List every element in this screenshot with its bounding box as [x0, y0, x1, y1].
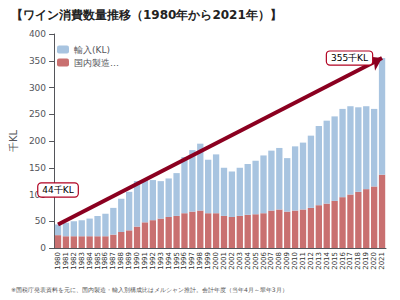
svg-text:2015: 2015: [331, 252, 339, 270]
svg-text:【ワイン消費数量推移（1980年から2021年）】: 【ワイン消費数量推移（1980年から2021年）】: [11, 8, 282, 22]
svg-text:300: 300: [29, 83, 46, 93]
svg-text:2011: 2011: [299, 252, 307, 270]
svg-text:44千KL: 44千KL: [42, 185, 73, 195]
svg-text:1986: 1986: [101, 251, 109, 269]
svg-text:2020: 2020: [370, 252, 378, 270]
svg-text:2016: 2016: [339, 251, 347, 269]
svg-text:※国税庁発表資料を元に、国内製造・輸入別構成比はメルシャン推: ※国税庁発表資料を元に、国内製造・輸入別構成比はメルシャン推計。会計年度（当年4…: [11, 286, 288, 294]
svg-text:輸入(KL): 輸入(KL): [74, 45, 110, 55]
svg-text:2014: 2014: [323, 251, 331, 269]
svg-text:千KL: 千KL: [8, 130, 19, 153]
svg-text:2009: 2009: [283, 252, 291, 270]
svg-text:2018: 2018: [354, 252, 362, 270]
svg-text:1980: 1980: [54, 252, 62, 270]
svg-text:2019: 2019: [362, 252, 370, 270]
svg-text:1981: 1981: [62, 252, 70, 270]
svg-text:150: 150: [29, 163, 46, 173]
svg-text:400: 400: [29, 29, 46, 39]
svg-text:250: 250: [29, 109, 46, 119]
svg-text:200: 200: [29, 136, 46, 146]
svg-text:2002: 2002: [228, 252, 236, 270]
svg-text:2003: 2003: [236, 252, 244, 270]
svg-text:1983: 1983: [78, 252, 86, 270]
svg-text:2008: 2008: [275, 252, 283, 270]
svg-text:1985: 1985: [94, 252, 102, 270]
svg-text:1991: 1991: [141, 252, 149, 270]
svg-text:2021: 2021: [378, 252, 386, 270]
svg-text:1984: 1984: [86, 251, 94, 269]
svg-text:2004: 2004: [244, 251, 252, 269]
svg-text:50: 50: [35, 216, 47, 226]
svg-text:2010: 2010: [291, 252, 299, 270]
svg-text:1998: 1998: [196, 252, 204, 270]
svg-text:1992: 1992: [149, 252, 157, 270]
svg-text:2012: 2012: [307, 252, 315, 270]
svg-text:2000: 2000: [212, 252, 220, 270]
svg-text:1989: 1989: [125, 252, 133, 270]
svg-text:2005: 2005: [252, 252, 260, 270]
svg-text:1994: 1994: [165, 251, 173, 269]
svg-text:2007: 2007: [267, 252, 275, 270]
svg-text:2017: 2017: [346, 252, 354, 270]
svg-text:1995: 1995: [173, 252, 181, 270]
svg-text:1997: 1997: [188, 252, 196, 270]
svg-text:1987: 1987: [109, 252, 117, 270]
svg-text:1982: 1982: [70, 252, 78, 270]
svg-text:1996: 1996: [180, 251, 188, 269]
svg-text:2001: 2001: [220, 252, 228, 270]
svg-text:1993: 1993: [157, 252, 165, 270]
svg-text:350: 350: [29, 56, 46, 66]
svg-text:1988: 1988: [117, 252, 125, 270]
svg-text:0: 0: [40, 243, 46, 253]
svg-text:2006: 2006: [260, 251, 268, 269]
svg-text:1990: 1990: [133, 252, 141, 270]
svg-text:国内製造…: 国内製造…: [74, 58, 119, 68]
svg-text:1999: 1999: [204, 252, 212, 270]
svg-text:2013: 2013: [315, 252, 323, 270]
svg-text:355千KL: 355千KL: [331, 53, 368, 63]
